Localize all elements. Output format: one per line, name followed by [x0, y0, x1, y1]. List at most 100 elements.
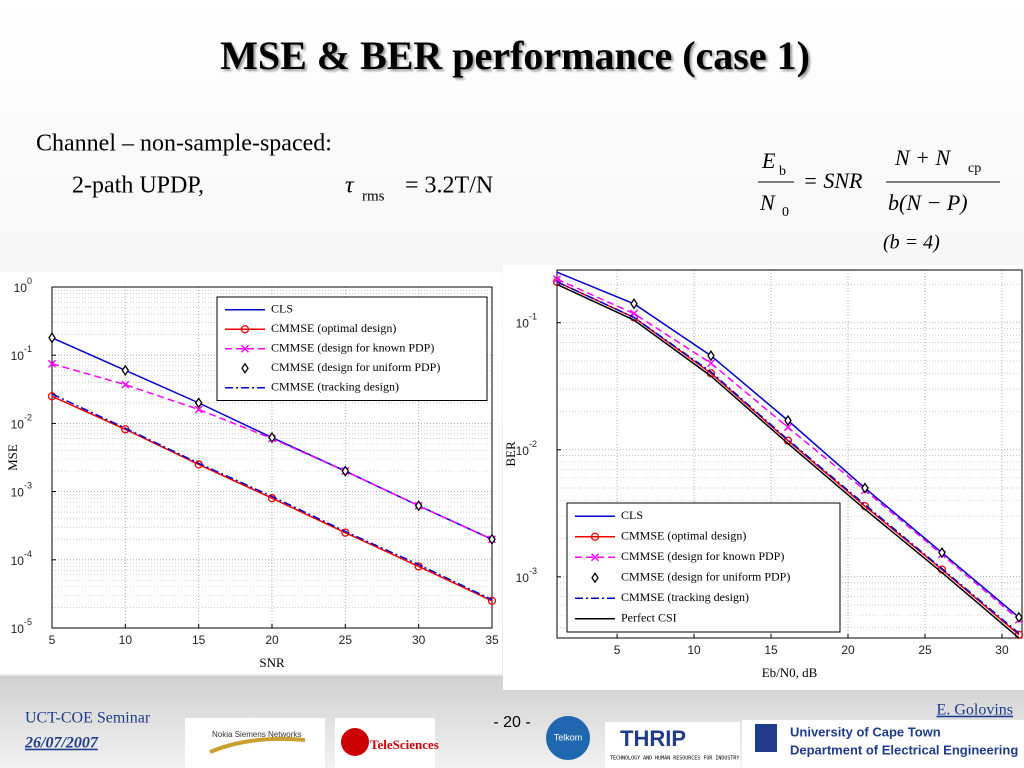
- legend-box: [566, 502, 841, 633]
- legend-marker: [240, 325, 250, 334]
- x-tick-label: 10: [687, 643, 701, 657]
- y-tick-exponent: -3: [24, 481, 32, 491]
- marker: [630, 298, 638, 310]
- y-tick-label: 100: [14, 276, 32, 295]
- slide-title: MSE & BER performance (case 1): [220, 33, 810, 78]
- formula-part: cp: [968, 161, 981, 176]
- marker: [938, 546, 946, 559]
- marker: [414, 562, 423, 571]
- series-line: [556, 281, 1020, 634]
- department: Department of Electrical Engineering: [790, 742, 1018, 757]
- plot-frame: [556, 269, 1023, 639]
- formula-part: b: [779, 164, 786, 179]
- bullet: 2-path UPDP,: [72, 173, 204, 199]
- x-tick-label: 5: [49, 633, 56, 647]
- x-tick-label: 25: [339, 633, 353, 647]
- marker: [194, 405, 203, 414]
- x-tick-label: 10: [119, 633, 133, 647]
- date: 26/07/2007: [24, 735, 99, 752]
- logo-box: [185, 718, 325, 768]
- marker: [121, 364, 130, 377]
- legend-label: CMMSE (optimal design): [271, 321, 396, 335]
- y-tick-base: 10: [516, 317, 530, 331]
- logo-thrip-sub: TECHNOLOGY AND HUMAN RESOURCES FOR INDUS…: [610, 756, 770, 762]
- legend-marker: [241, 362, 249, 374]
- y-tick-base: 10: [11, 349, 25, 363]
- x-tick-label: 20: [265, 633, 279, 647]
- y-tick-base: 10: [516, 444, 530, 458]
- x-tick-label: 15: [192, 633, 206, 647]
- marker: [706, 359, 716, 368]
- legend-label: CMMSE (design for uniform PDP): [271, 360, 440, 374]
- x-tick-label: 30: [412, 633, 426, 647]
- logo-nsn: Nokia Siemens Networks: [212, 730, 301, 739]
- logo-telkom-mark: [546, 716, 590, 760]
- legend-marker: [590, 532, 600, 541]
- series-line: [556, 283, 1020, 639]
- y-tick-label: 10-5: [11, 617, 32, 636]
- logo-telesciences: TeleSciences: [370, 737, 439, 752]
- y-tick-label: 10-2: [11, 413, 32, 432]
- legend-marker: [240, 344, 250, 353]
- y-tick-base: 10: [11, 622, 25, 636]
- legend-label: Perfect CSI: [621, 611, 677, 625]
- legend-label: CMMSE (design for uniform PDP): [621, 570, 790, 584]
- y-tick-exponent: -4: [24, 549, 32, 559]
- x-tick-label: 20: [841, 643, 855, 657]
- y-tick-exponent: -1: [24, 345, 32, 355]
- formula-part: 0: [782, 205, 789, 220]
- logo-box: [605, 722, 740, 768]
- y-tick-base: 10: [14, 281, 28, 295]
- formula-part: rms: [362, 188, 385, 204]
- logo-telkom: Telkom: [554, 732, 583, 742]
- logo-mark: [341, 728, 369, 756]
- y-tick-exponent: -1: [529, 312, 537, 322]
- y-tick-base: 10: [516, 571, 530, 585]
- formula-part: (b = 4): [883, 232, 940, 254]
- x-axis-label: Eb/N0, dB: [762, 665, 818, 680]
- y-tick-label: 10-3: [516, 566, 537, 585]
- formula-part: τ: [345, 173, 355, 199]
- logo-swoosh: [209, 736, 306, 754]
- y-tick-base: 10: [11, 486, 25, 500]
- legend-marker: [591, 572, 599, 584]
- formula: τ rms = 3.2T/N: [345, 173, 493, 205]
- marker: [487, 596, 497, 606]
- formula-part: N + N: [894, 145, 952, 170]
- series-line: [51, 393, 493, 601]
- y-tick-exponent: -2: [529, 439, 537, 449]
- y-axis-label: BER: [503, 441, 518, 467]
- bullet: Channel – non-sample-spaced:: [36, 131, 332, 157]
- series-line: [51, 395, 493, 602]
- formula-part: = 3.2T/N: [405, 173, 493, 199]
- x-tick-label: 30: [995, 643, 1009, 657]
- legend-label: CMMSE (tracking design): [621, 590, 749, 604]
- marker: [488, 533, 496, 545]
- logo-thrip: THRIP: [620, 726, 686, 751]
- marker: [552, 275, 562, 284]
- legend-label: CMMSE (design for known PDP): [621, 549, 784, 563]
- author: E. Golovins: [937, 702, 1013, 719]
- y-tick-label: 10-3: [11, 481, 32, 500]
- marker: [414, 500, 423, 512]
- formula-part: b(N − P): [888, 190, 968, 215]
- university: University of Cape Town: [790, 724, 941, 739]
- legend-label: CLS: [271, 302, 293, 316]
- legend-label: CMMSE (optimal design): [621, 529, 746, 543]
- marker: [121, 380, 130, 389]
- y-tick-label: 10-1: [516, 312, 537, 331]
- marker: [47, 359, 57, 368]
- marker: [783, 423, 792, 432]
- legend-label: CLS: [621, 508, 643, 522]
- y-tick-exponent: -2: [24, 413, 32, 423]
- x-tick-label: 15: [764, 643, 778, 657]
- marker: [861, 482, 869, 494]
- marker: [784, 414, 792, 427]
- formula: E b N 0 = SNR N + N cp b(N − P) (b = 4): [758, 145, 1000, 254]
- y-tick-exponent: 0: [27, 276, 32, 286]
- marker: [707, 350, 715, 362]
- legend-label: CMMSE (tracking design): [271, 380, 399, 394]
- plot-frame: [51, 286, 493, 629]
- uct-crest: [755, 724, 777, 752]
- y-tick-label: 10-2: [516, 439, 537, 458]
